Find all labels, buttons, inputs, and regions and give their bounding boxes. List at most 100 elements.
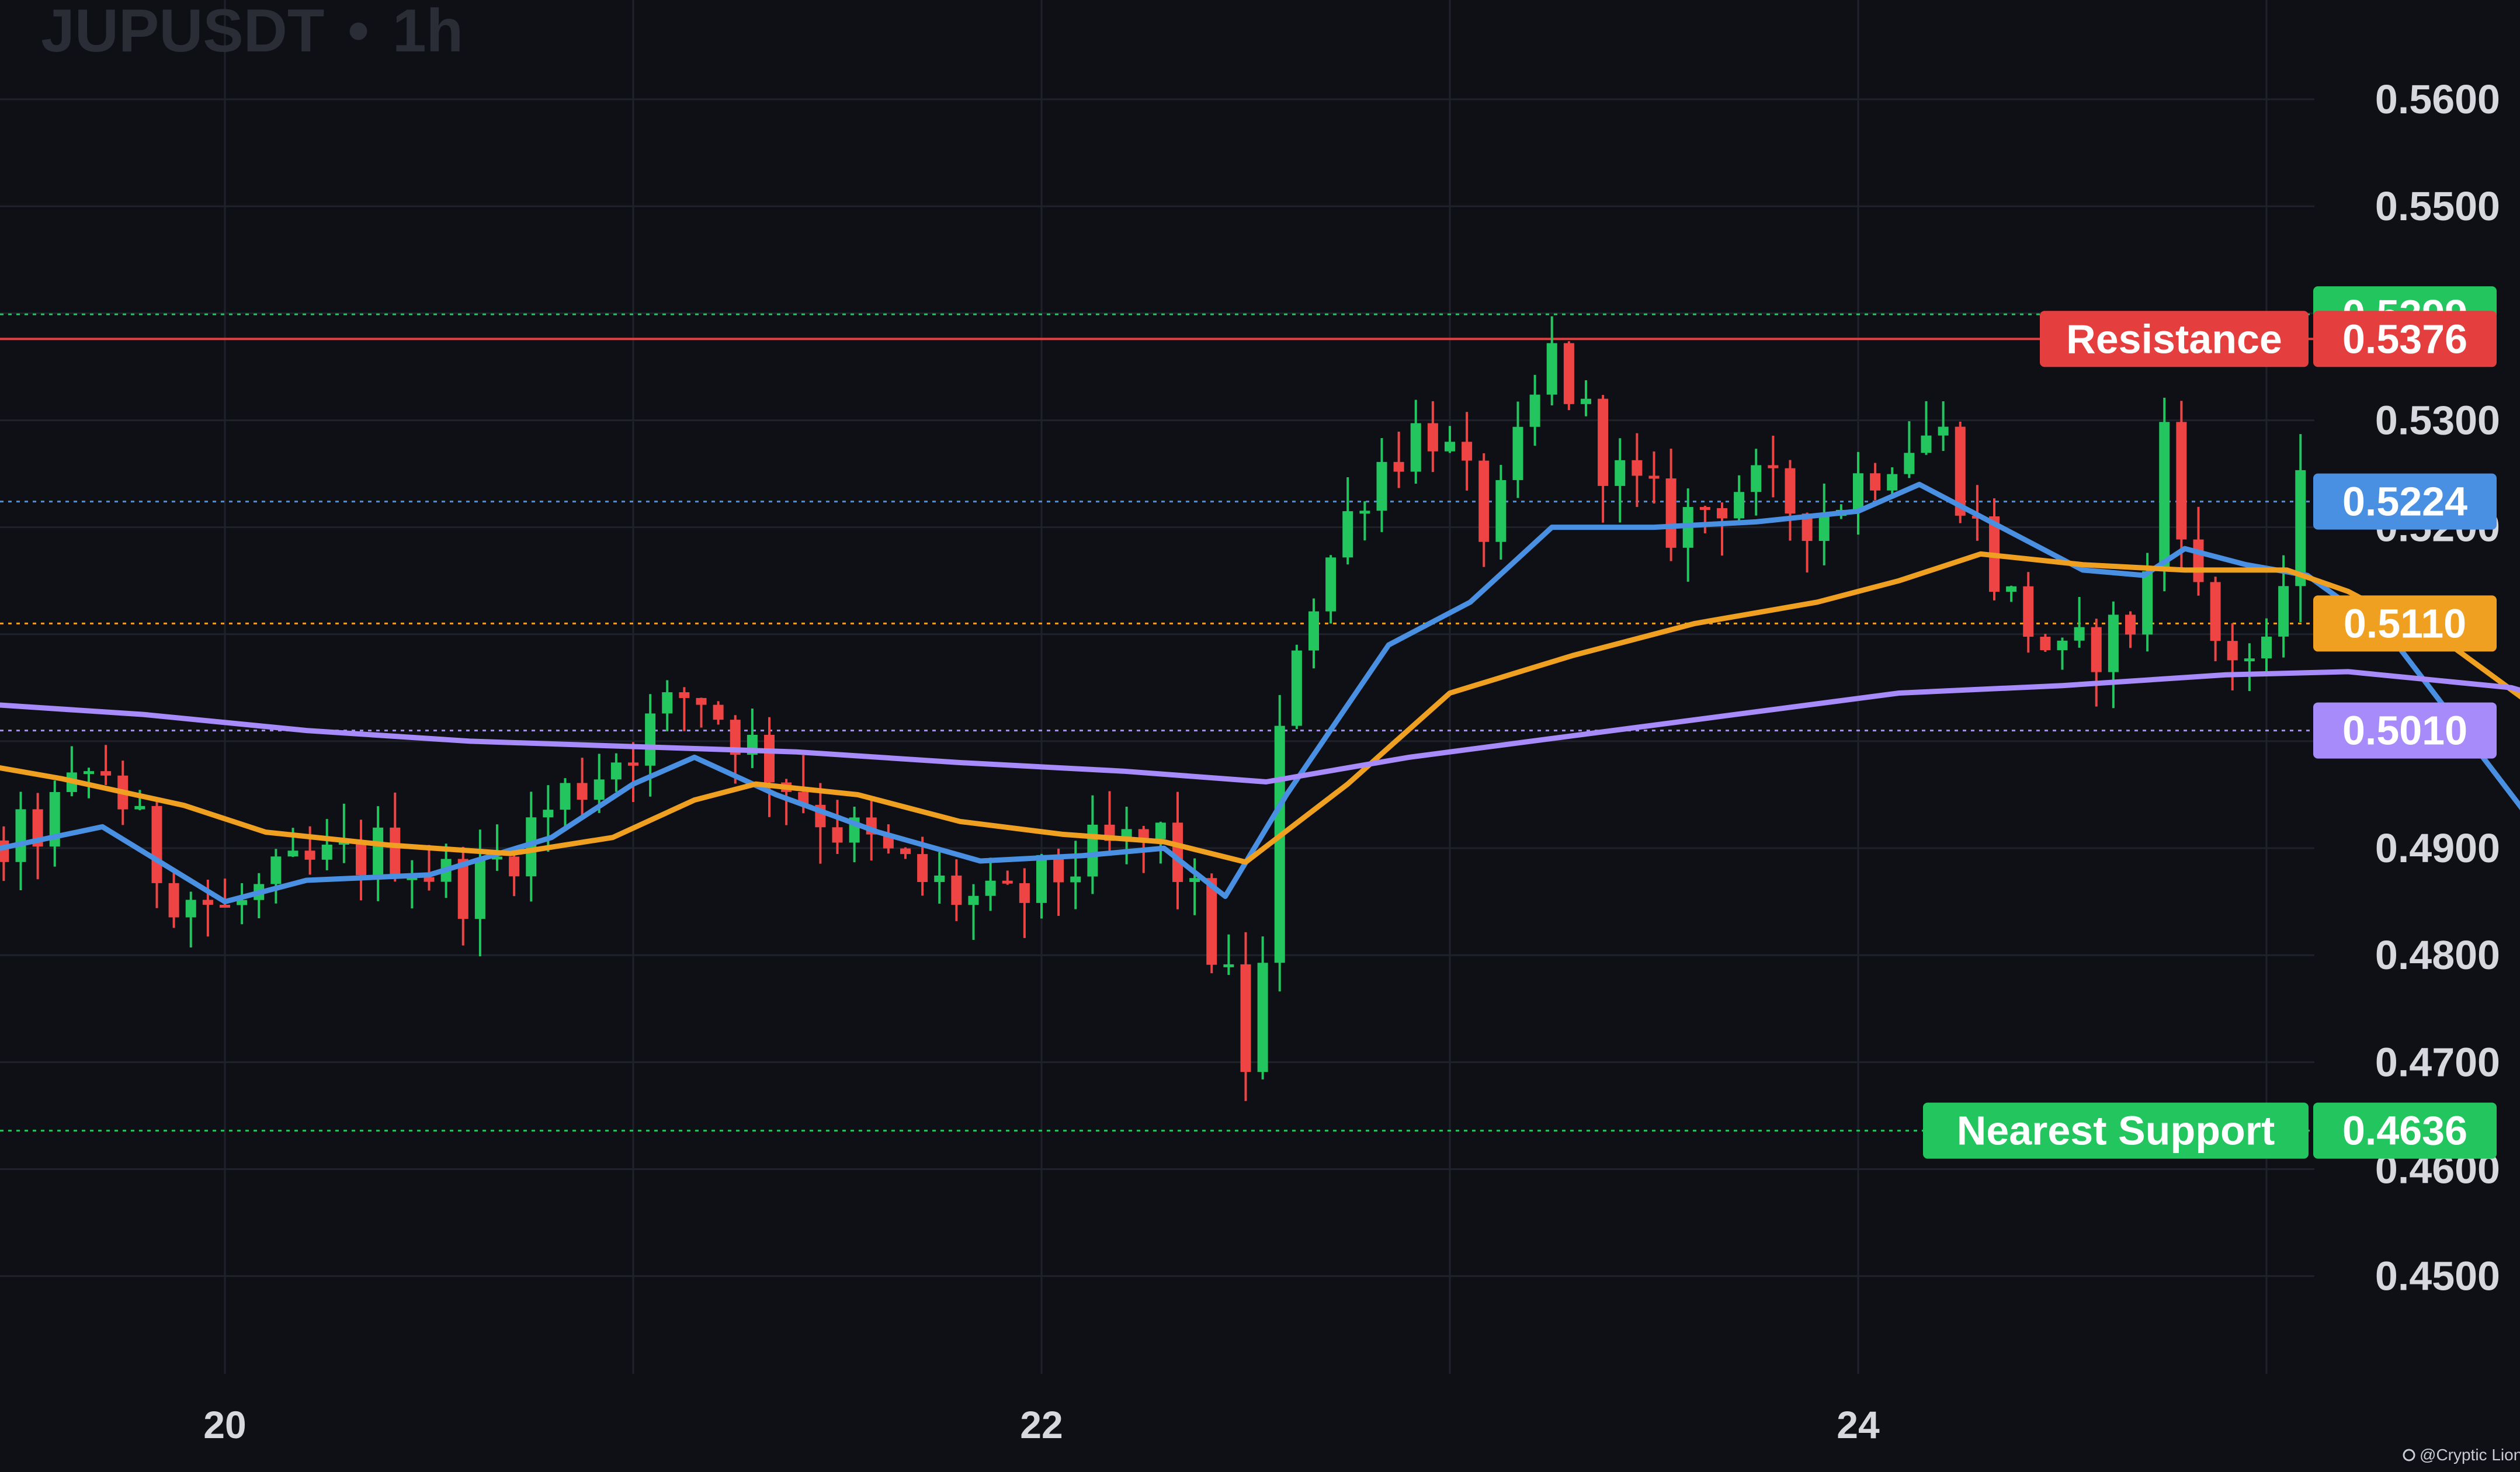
- watermark: @Cryptic Lion: [2403, 1446, 2520, 1464]
- candle-body: [492, 856, 502, 860]
- candle-body: [1904, 453, 1915, 474]
- candle-body: [1598, 398, 1609, 486]
- candle-body: [151, 806, 162, 883]
- candle-body: [509, 856, 520, 877]
- candle-body: [1036, 855, 1047, 903]
- candle-body: [1751, 465, 1762, 492]
- price-badge-tag: [1923, 1102, 2309, 1159]
- candle-body: [1376, 461, 1387, 511]
- watermark-text: @Cryptic Lion: [2420, 1446, 2520, 1464]
- ema-fast-line: [0, 481, 2520, 905]
- candle-body: [1427, 423, 1438, 452]
- candle-body: [457, 859, 468, 919]
- candle-body: [321, 845, 332, 860]
- candle-body: [270, 856, 282, 884]
- price-badge-box: [2313, 473, 2497, 530]
- candle-body: [1155, 822, 1166, 839]
- y-tick-label: 0.5600: [2375, 77, 2500, 122]
- price-badge-value: 0.5376: [2342, 316, 2467, 362]
- candle-body: [474, 859, 485, 919]
- watermark-name: Cryptic Lion: [2436, 1446, 2520, 1464]
- y-tick-label: 0.4900: [2375, 825, 2500, 871]
- candle-body: [1002, 880, 1013, 884]
- ema-lines: [0, 481, 2520, 905]
- candle-body: [2244, 658, 2255, 662]
- price-badge-value: 0.5110: [2344, 600, 2466, 646]
- candle-body: [1853, 473, 1863, 510]
- price-badge: 0.5010: [2313, 702, 2497, 759]
- candle-body: [968, 895, 979, 905]
- candle-body: [424, 877, 435, 882]
- candle-body: [373, 827, 384, 876]
- y-tick-label: 0.4500: [2375, 1254, 2500, 1299]
- candle-body: [1462, 442, 1473, 461]
- candle-body: [1921, 435, 1932, 453]
- candle-body: [900, 848, 911, 855]
- candle-body: [2176, 422, 2187, 540]
- candle-body: [1240, 964, 1251, 1072]
- price-badge-name: Nearest Support: [1957, 1108, 2275, 1154]
- candle-body: [2074, 627, 2085, 641]
- candle-body: [1563, 343, 1574, 404]
- candle-body: [628, 762, 638, 766]
- candle-body: [407, 877, 418, 880]
- price-badge: 0.5110: [2313, 595, 2497, 652]
- candle-body: [237, 900, 248, 905]
- candle-body: [934, 875, 945, 882]
- candle-body: [713, 704, 724, 720]
- candle-body: [2261, 636, 2272, 659]
- candle-body: [662, 692, 673, 714]
- candle-body: [1206, 878, 1217, 965]
- candle-body: [1887, 474, 1898, 491]
- candle-body: [2040, 637, 2051, 651]
- candle-body: [832, 827, 843, 843]
- price-badge-box: [2313, 702, 2497, 759]
- grid-layer: [0, 0, 2314, 1374]
- candle-body: [1189, 878, 1200, 882]
- candle-body: [1632, 460, 1643, 476]
- candle-body: [645, 713, 656, 766]
- candle-body: [1138, 829, 1149, 839]
- title-separator: •: [348, 0, 369, 65]
- candle-body: [730, 720, 741, 755]
- candle-body: [356, 841, 366, 876]
- candle-body: [543, 810, 554, 818]
- candle-body: [2278, 586, 2289, 637]
- candle-body: [1274, 725, 1285, 963]
- y-tick-label: 0.5500: [2375, 183, 2500, 229]
- level-lines: [0, 313, 2314, 1132]
- candle-body: [1615, 460, 1626, 486]
- candle-body: [1785, 468, 1796, 514]
- candle-body: [696, 697, 707, 705]
- candle-body: [15, 809, 26, 862]
- candle-body: [287, 850, 298, 857]
- y-tick-label: 0.4700: [2375, 1039, 2500, 1085]
- candle-body: [1342, 511, 1353, 558]
- price-badge-value: 0.5010: [2342, 708, 2467, 754]
- candle-body: [1070, 876, 1081, 883]
- candle-body: [1087, 824, 1098, 877]
- candle-body: [2210, 582, 2221, 641]
- price-labels: 0.53990.5376Resistance0.52240.51100.5010…: [1923, 286, 2497, 1159]
- candle-body: [2193, 539, 2204, 582]
- candle-body: [951, 875, 962, 905]
- watermark-icon: [2403, 1449, 2415, 1461]
- candle-body: [2023, 586, 2034, 637]
- candle-body: [1955, 426, 1966, 516]
- candle-body: [1529, 394, 1540, 427]
- candle-body: [985, 880, 996, 896]
- candle-body: [1581, 398, 1591, 404]
- candle-body: [2091, 627, 2102, 672]
- symbol-label: JUPUSDT: [41, 0, 324, 65]
- candle-body: [1512, 426, 1523, 480]
- candle-body: [168, 883, 179, 918]
- candle-body: [202, 900, 213, 905]
- candle-body: [2057, 640, 2068, 651]
- x-tick-label: 22: [1020, 1403, 1063, 1446]
- candle-body: [1410, 423, 1421, 472]
- price-badge: 0.4636 Nearest Support: [1923, 1102, 2497, 1159]
- candle-body: [1648, 475, 1660, 479]
- candle-body: [526, 817, 537, 877]
- candle-body: [1359, 511, 1370, 514]
